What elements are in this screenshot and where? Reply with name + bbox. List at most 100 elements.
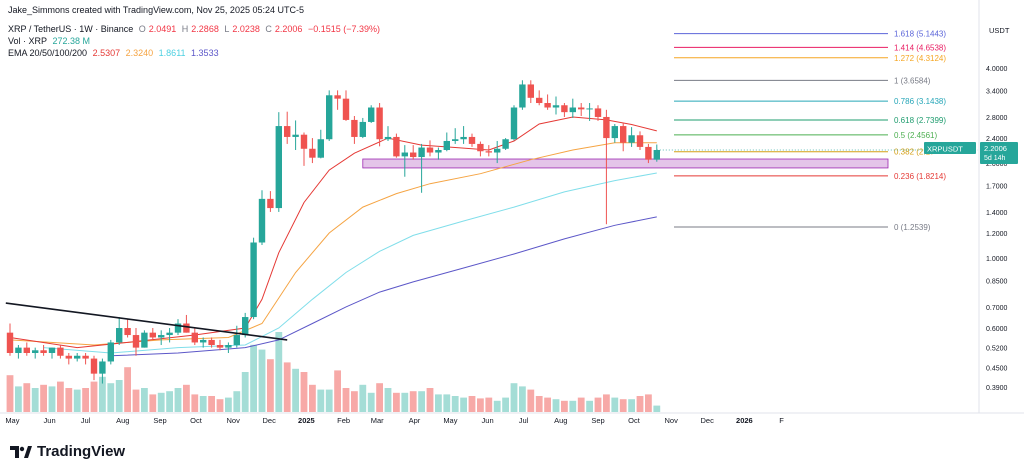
open-value: 2.0491 bbox=[148, 24, 177, 34]
time-axis-label: 2025 bbox=[298, 416, 315, 425]
volume-bar bbox=[99, 376, 106, 412]
time-axis-label: May bbox=[443, 416, 457, 425]
candle-body bbox=[384, 136, 392, 140]
candle-body bbox=[477, 143, 484, 152]
tradingview-logo-text: TradingView bbox=[37, 443, 126, 460]
time-axis-label: Mar bbox=[371, 416, 384, 425]
fib-level-label: 0 (1.2539) bbox=[894, 223, 931, 232]
time-axis-label: Jun bbox=[44, 416, 56, 425]
volume-bar bbox=[15, 386, 22, 412]
candle-body bbox=[569, 107, 576, 113]
candle-body bbox=[107, 342, 114, 362]
fib-level-label: 1 (3.6584) bbox=[894, 76, 931, 85]
volume-label: Vol · XRP bbox=[8, 36, 48, 46]
fib-level-label: 1.618 (5.1443) bbox=[894, 30, 946, 39]
volume-bar bbox=[6, 375, 14, 412]
candle-body bbox=[317, 139, 324, 158]
candle-body bbox=[351, 119, 358, 137]
candle-body bbox=[242, 317, 249, 336]
volume-bar bbox=[216, 399, 224, 412]
volume-bar bbox=[275, 332, 283, 412]
time-axis-label: 2026 bbox=[736, 416, 753, 425]
candle-body bbox=[536, 97, 543, 104]
volume-bar bbox=[31, 388, 39, 412]
price-axis-tick: 1.2000 bbox=[986, 231, 1008, 238]
time-axis-label: Aug bbox=[116, 416, 129, 425]
volume-bar bbox=[628, 399, 635, 412]
candle-body bbox=[191, 332, 198, 343]
price-tag bbox=[980, 141, 1018, 164]
price-axis-tick: 0.6000 bbox=[986, 326, 1008, 333]
candle-body bbox=[15, 347, 22, 353]
symbol-tag bbox=[924, 141, 976, 154]
volume-bar bbox=[401, 392, 409, 412]
volume-bar bbox=[577, 397, 585, 412]
volume-bar bbox=[527, 389, 535, 412]
price-axis-tick: 2.8000 bbox=[986, 115, 1008, 122]
price-tag-value: 2.2006 bbox=[984, 144, 1007, 153]
volume-bar bbox=[384, 388, 392, 412]
ema-legend[interactable]: EMA 20/50/100/200 2.5307 2.3240 1.8611 1… bbox=[8, 48, 222, 58]
candle-body bbox=[216, 345, 224, 348]
volume-bar bbox=[65, 388, 73, 412]
volume-bar bbox=[477, 398, 484, 412]
candle-body bbox=[82, 355, 89, 359]
candle-body bbox=[284, 126, 291, 137]
price-axis-tick: 2.4000 bbox=[986, 136, 1008, 143]
candle-body bbox=[99, 361, 106, 374]
candle-body bbox=[309, 148, 316, 158]
symbol-name[interactable]: XRP / TetherUS · 1W · Binance bbox=[8, 24, 134, 34]
time-axis-label: Dec bbox=[701, 416, 715, 425]
volume-bar bbox=[166, 391, 173, 412]
volume-bar bbox=[23, 383, 31, 412]
candle-body bbox=[636, 135, 644, 147]
candle-body bbox=[443, 140, 450, 151]
candle-body bbox=[233, 335, 240, 346]
time-axis-label: Feb bbox=[337, 416, 350, 425]
volume-bar bbox=[90, 381, 98, 412]
volume-bar bbox=[594, 397, 602, 412]
ema100-value: 1.8611 bbox=[158, 48, 186, 58]
high-label: H bbox=[181, 24, 189, 34]
candle-body bbox=[561, 105, 568, 113]
volume-bar bbox=[40, 384, 47, 412]
volume-bar bbox=[535, 396, 543, 412]
volume-bar bbox=[586, 400, 593, 412]
candle-body bbox=[494, 148, 501, 153]
volume-legend[interactable]: Vol · XRP 272.38 M bbox=[8, 36, 93, 46]
candle-body bbox=[594, 108, 602, 117]
volume-bar bbox=[317, 389, 325, 412]
candle-body bbox=[275, 126, 282, 209]
candle-body bbox=[334, 95, 341, 99]
time-axis-label: Oct bbox=[628, 416, 641, 425]
candle-body bbox=[628, 135, 635, 143]
volume-bar bbox=[468, 396, 476, 412]
volume-bar bbox=[451, 396, 459, 412]
volume-bar bbox=[124, 367, 131, 412]
candle-body bbox=[611, 126, 618, 139]
volume-bar bbox=[544, 397, 551, 412]
candle-body bbox=[65, 355, 72, 359]
volume-bar bbox=[603, 394, 610, 412]
candle-body bbox=[393, 136, 400, 157]
candle-body bbox=[200, 339, 207, 343]
candle-body bbox=[368, 107, 375, 122]
candle-body bbox=[74, 355, 81, 359]
candle-body bbox=[166, 332, 173, 336]
candle-body bbox=[225, 345, 232, 348]
price-axis-tick: 1.7000 bbox=[986, 183, 1008, 190]
candle-body bbox=[410, 152, 417, 158]
volume-bar bbox=[199, 396, 207, 412]
ema100-line bbox=[43, 172, 657, 354]
candle-body bbox=[485, 151, 492, 153]
volume-bar bbox=[418, 391, 425, 412]
candle-body bbox=[32, 350, 39, 353]
candle-body bbox=[158, 335, 165, 338]
candle-body bbox=[250, 242, 257, 318]
volume-bar bbox=[73, 389, 81, 412]
ema50-line bbox=[9, 142, 657, 346]
volume-bar bbox=[241, 372, 249, 412]
tradingview-logo[interactable]: TradingView bbox=[10, 443, 125, 460]
